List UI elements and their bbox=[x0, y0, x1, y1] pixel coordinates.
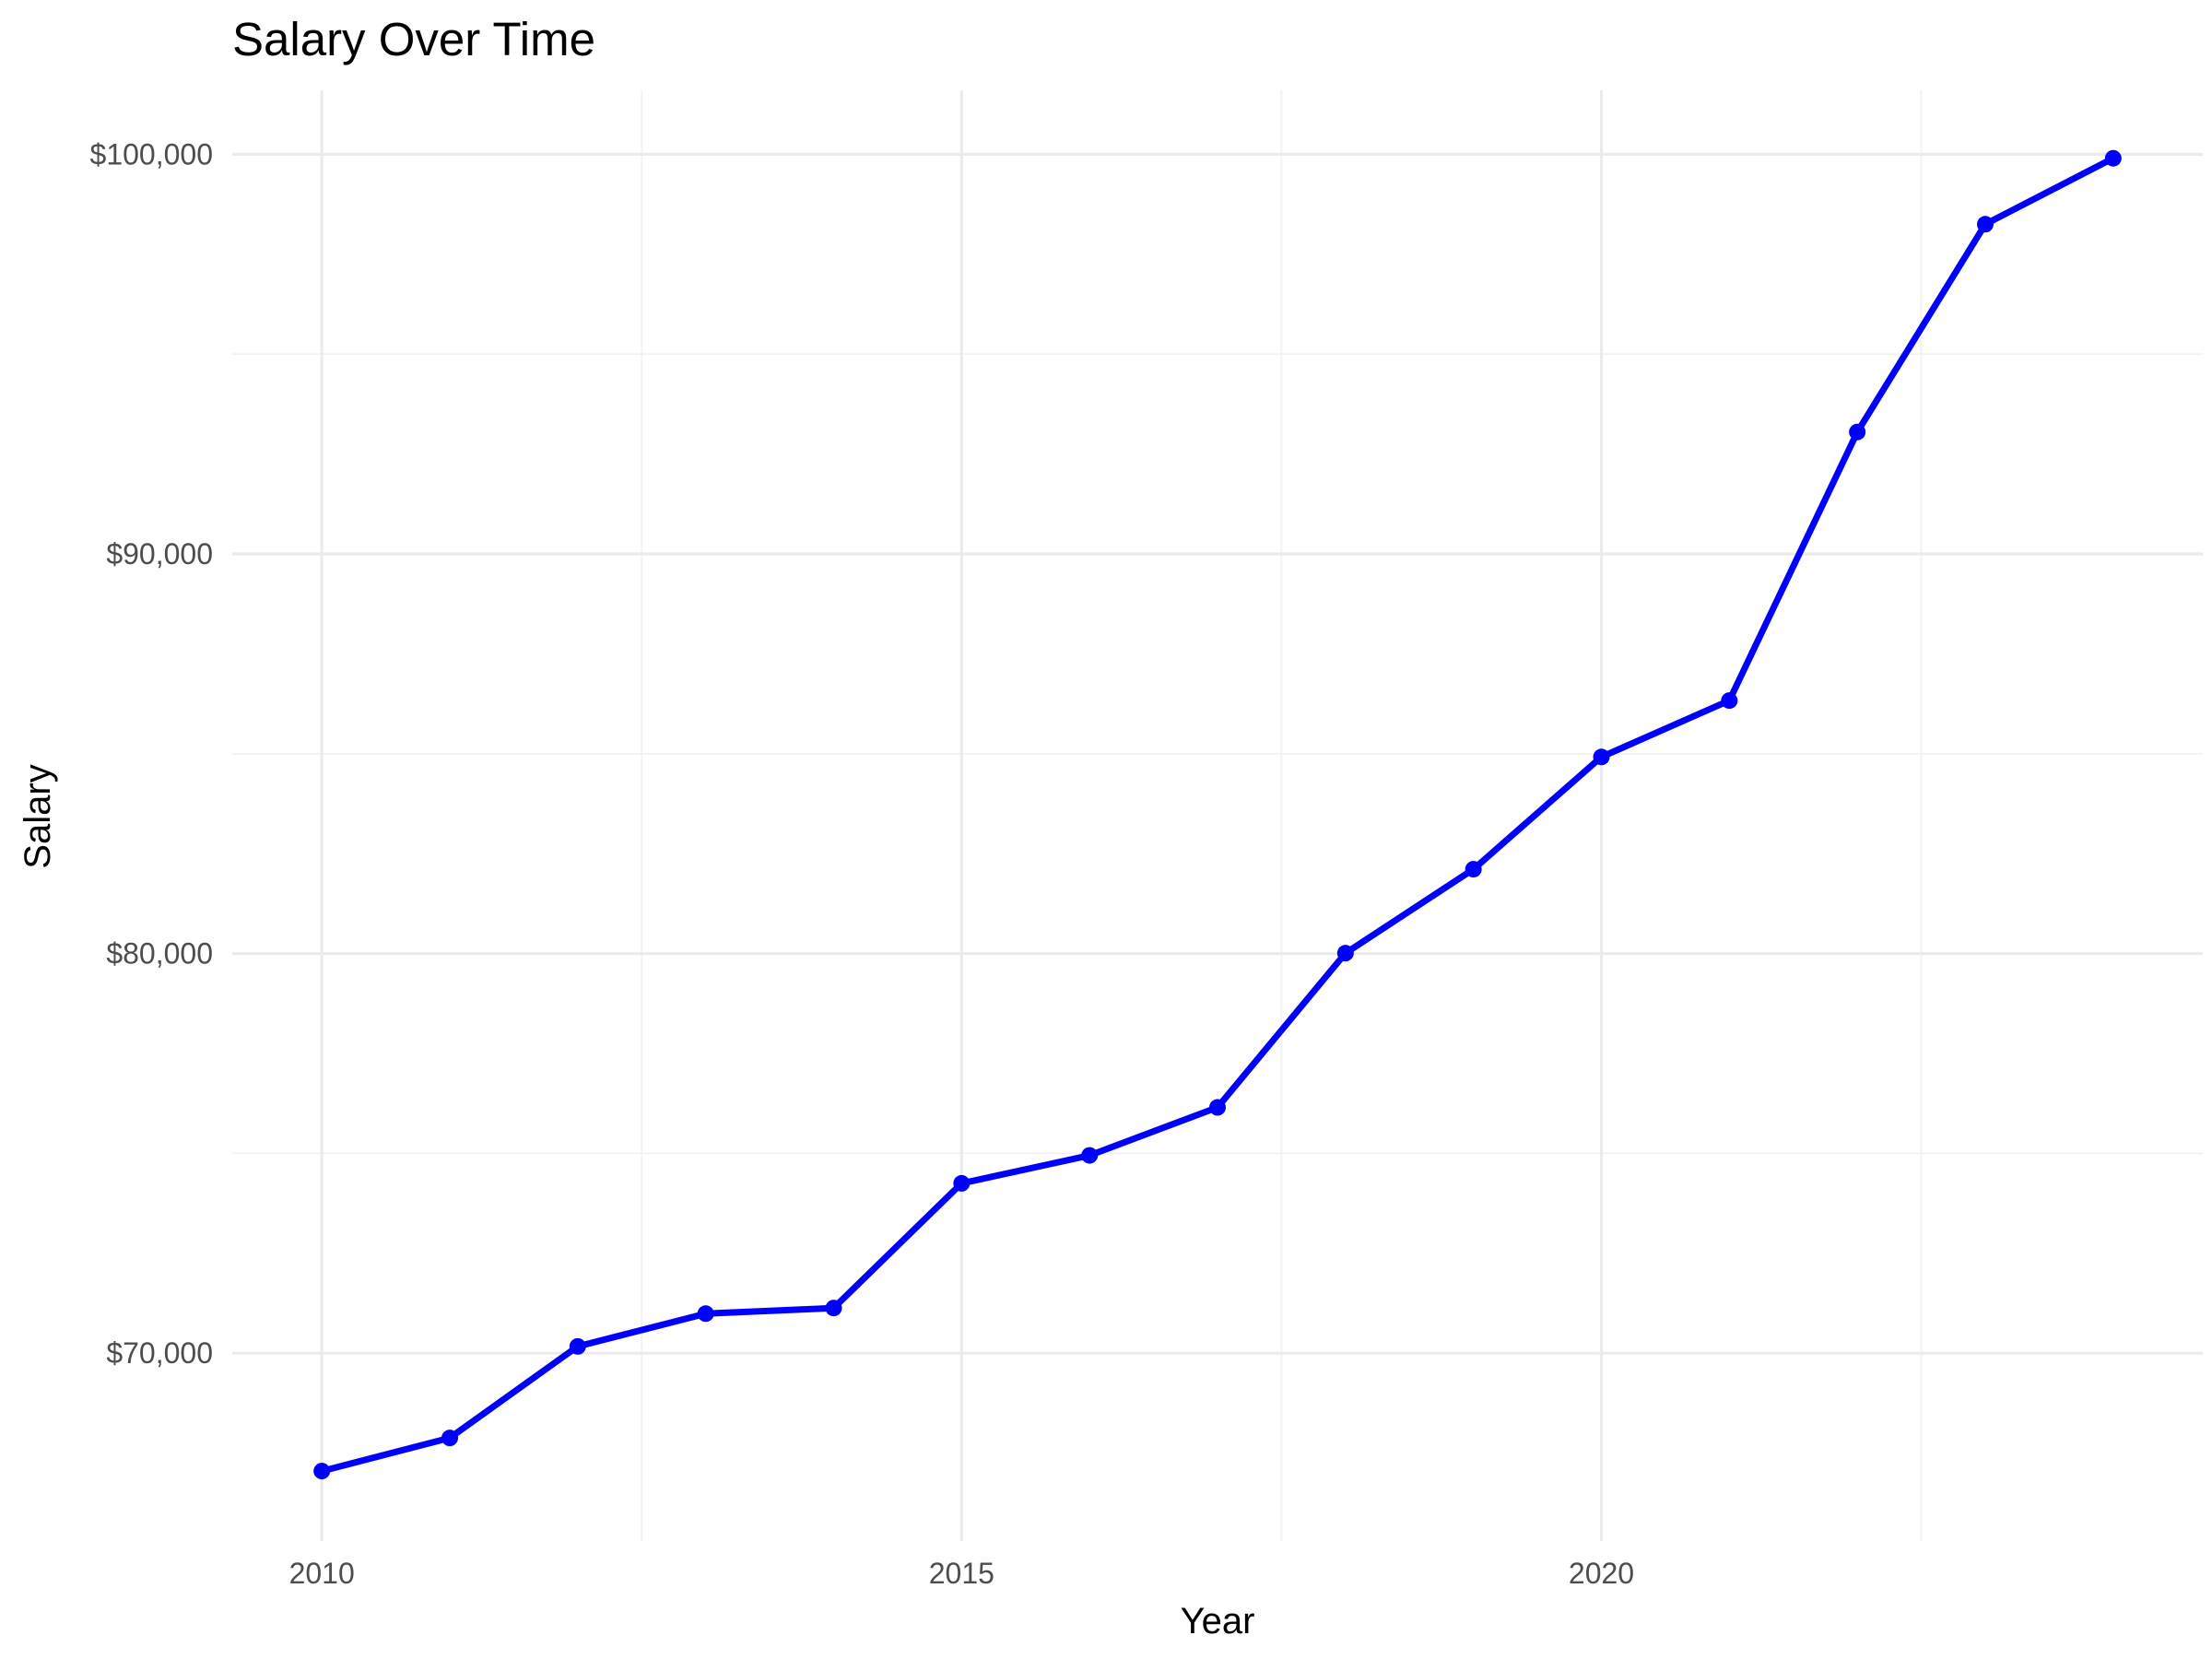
x-axis-title: Year bbox=[1181, 1601, 1255, 1641]
data-point bbox=[825, 1300, 842, 1317]
x-tick-label: 2015 bbox=[929, 1557, 994, 1590]
data-point bbox=[1976, 216, 1994, 233]
data-point bbox=[1336, 945, 1354, 962]
major-gridlines bbox=[232, 90, 2203, 1541]
data-point bbox=[441, 1430, 459, 1447]
data-point bbox=[697, 1305, 714, 1323]
data-point bbox=[1721, 692, 1738, 710]
series-layer bbox=[313, 149, 2122, 1480]
data-point bbox=[569, 1337, 586, 1355]
data-point bbox=[2104, 149, 2122, 167]
chart-title: Salary Over Time bbox=[232, 13, 595, 65]
x-tick-label: 2020 bbox=[1569, 1557, 1634, 1590]
series-line bbox=[318, 155, 2117, 1475]
data-point bbox=[953, 1174, 971, 1192]
y-tick-label: $90,000 bbox=[106, 537, 213, 571]
y-axis-title: Salary bbox=[18, 764, 58, 868]
data-point bbox=[1849, 423, 1866, 441]
minor-gridlines bbox=[232, 90, 2203, 1541]
data-point bbox=[1465, 861, 1482, 878]
y-tick-label: $80,000 bbox=[106, 937, 213, 971]
data-point bbox=[1593, 748, 1610, 766]
data-point bbox=[313, 1463, 331, 1480]
data-point bbox=[1209, 1099, 1226, 1116]
y-tick-label: $70,000 bbox=[106, 1336, 213, 1370]
data-point bbox=[1081, 1147, 1099, 1164]
tick-labels: 2010 2015 2020 $70,000 $80,000 $90,000 $100,00… bbox=[90, 137, 1635, 1590]
x-tick-label: 2010 bbox=[289, 1557, 355, 1590]
y-tick-label: $100,000 bbox=[90, 137, 213, 171]
